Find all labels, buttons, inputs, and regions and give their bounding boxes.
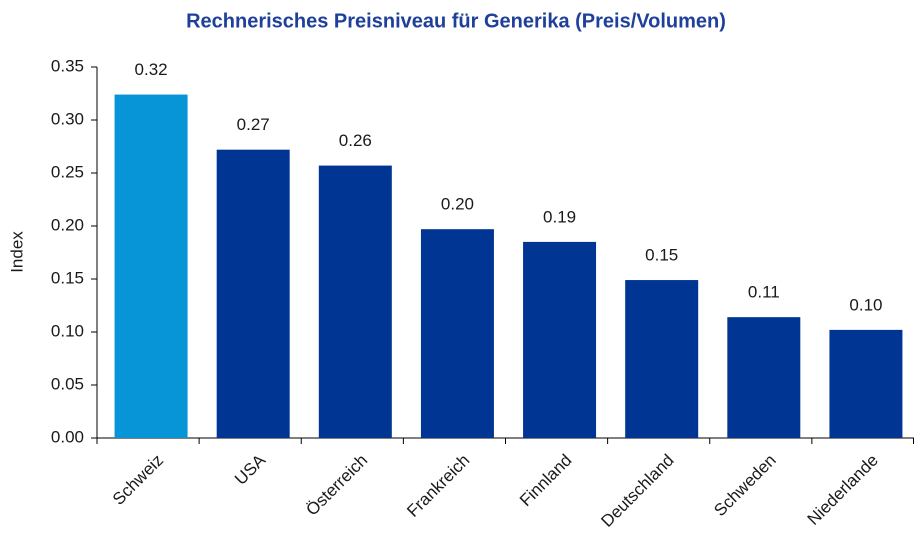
x-tick-label: Schweden <box>710 451 780 521</box>
value-label: 0.32 <box>135 60 168 79</box>
y-tick-label: 0.15 <box>51 268 84 287</box>
value-label: 0.26 <box>339 131 372 150</box>
bar <box>523 241 597 438</box>
x-tick-label: Österreich <box>302 451 371 520</box>
x-tick-label: Schweiz <box>109 451 167 509</box>
x-tick-label: Deutschland <box>597 451 677 531</box>
bar <box>727 317 801 438</box>
value-label: 0.11 <box>748 283 780 302</box>
value-label: 0.19 <box>543 207 576 226</box>
value-label: 0.10 <box>849 295 882 314</box>
value-label: 0.27 <box>237 115 270 134</box>
value-label: 0.20 <box>441 195 474 214</box>
x-tick-label: Niederlande <box>804 451 882 529</box>
bar <box>829 329 903 438</box>
y-tick-label: 0.35 <box>51 56 84 75</box>
chart-title: Rechnerisches Preisniveau für Generika (… <box>186 10 726 32</box>
y-axis-label: Index <box>7 231 26 273</box>
x-tick-label: USA <box>231 450 270 489</box>
x-tick-label: Finnland <box>516 451 576 511</box>
bar <box>216 149 290 438</box>
bar <box>420 229 494 438</box>
value-label: 0.15 <box>645 246 678 265</box>
bar <box>114 94 188 438</box>
bar <box>625 280 699 438</box>
y-tick-label: 0.05 <box>51 374 84 393</box>
y-tick-label: 0.00 <box>51 427 84 446</box>
y-tick-label: 0.20 <box>51 215 84 234</box>
y-tick-label: 0.10 <box>51 321 84 340</box>
x-tick-label: Frankreich <box>403 451 473 521</box>
y-tick-label: 0.25 <box>51 162 84 181</box>
bar <box>318 165 392 438</box>
y-tick-label: 0.30 <box>51 109 84 128</box>
